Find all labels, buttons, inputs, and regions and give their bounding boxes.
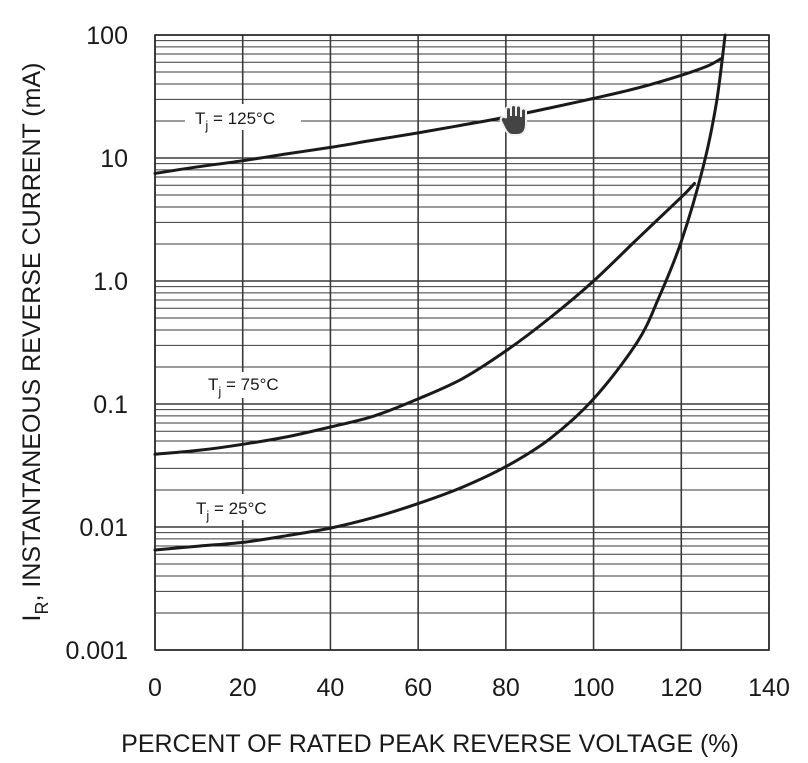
curve-label-25c-sub: j — [205, 508, 209, 523]
plot-frame — [154, 34, 770, 651]
y-tick-label: 0.1 — [93, 391, 128, 419]
curve-label-25c-bg — [188, 494, 298, 520]
curve-label-75c-text: Tj = 75°C — [208, 375, 279, 399]
x-axis-title: PERCENT OF RATED PEAK REVERSE VOLTAGE (%… — [121, 730, 739, 758]
curve-25c — [153, 33, 727, 552]
y-tick-label: 1.0 — [93, 268, 128, 296]
tick-labels: 0 20 40 60 80 100 120 140 0.001 0.01 0.1 1.0 10 100 — [65, 22, 789, 702]
curve-label-125c-suffix: = 125°C — [208, 109, 275, 128]
x-tick-label: 120 — [660, 674, 702, 702]
y-axis-title-main: I — [18, 615, 46, 622]
curve-label-75c-suffix: = 75°C — [221, 375, 278, 394]
curve-label-125c-text: Tj = 125°C — [195, 109, 275, 133]
x-tick-label: 140 — [748, 674, 790, 702]
curve-label-25c: Tj = 25°C — [188, 494, 298, 523]
curve-label-75c-sub: j — [217, 384, 221, 399]
y-tick-label: 0.001 — [65, 637, 128, 665]
curve-label-125c-sub: j — [204, 118, 208, 133]
y-tick-label: 100 — [86, 22, 128, 50]
x-tick-label: 100 — [573, 674, 615, 702]
curve-label-75c-bg — [196, 372, 300, 398]
hand-cursor-icon — [499, 103, 527, 136]
x-tick-label: 80 — [492, 674, 520, 702]
x-tick-label: 20 — [229, 674, 257, 702]
y-axis-title-rest: , INSTANTANEOUS REVERSE CURRENT (mA) — [18, 63, 46, 602]
curve-label-125c-prefix: T — [195, 109, 205, 128]
curve-label-25c-text: Tj = 25°C — [196, 499, 267, 523]
y-tick-label: 0.01 — [79, 514, 128, 542]
x-tick-label: 60 — [404, 674, 432, 702]
curves — [153, 33, 727, 552]
curve-label-125c-bg — [185, 104, 301, 130]
curve-label-25c-prefix: T — [196, 499, 206, 518]
curve-label-75c: Tj = 75°C — [196, 372, 300, 399]
y-tick-label: 10 — [100, 145, 128, 173]
x-tick-label: 0 — [148, 674, 162, 702]
curve-label-25c-suffix: = 25°C — [209, 499, 266, 518]
curve-label-125c: Tj = 125°C — [185, 104, 301, 133]
curve-75c — [153, 182, 696, 456]
curve-125c — [153, 57, 723, 175]
x-tick-label: 40 — [317, 674, 345, 702]
y-axis-title-sub: R — [32, 602, 52, 615]
curve-label-75c-prefix: T — [208, 375, 218, 394]
y-axis-title: IR, INSTANTANEOUS REVERSE CURRENT (mA) — [18, 63, 52, 622]
